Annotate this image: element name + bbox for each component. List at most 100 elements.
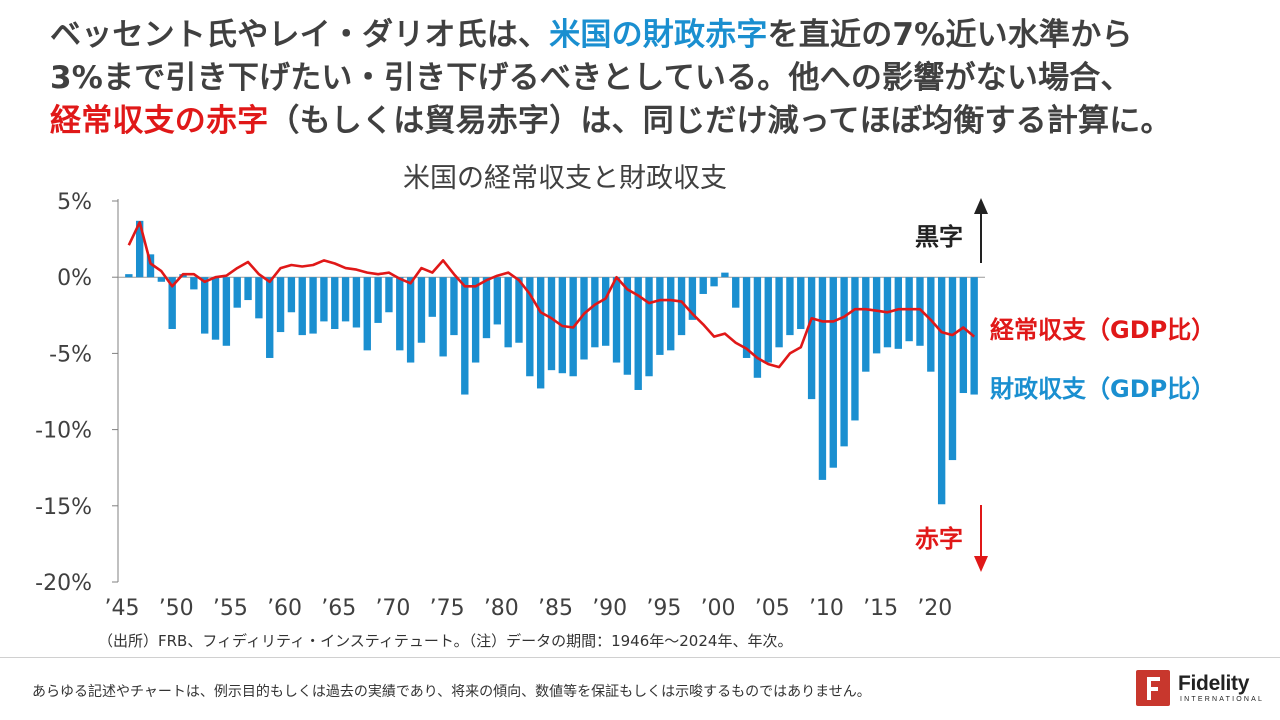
headline-highlight-fiscal-deficit: 米国の財政赤字 (549, 17, 768, 53)
fiscal-balance-bar (937, 277, 946, 505)
fiscal-balance-bar (168, 277, 176, 330)
fiscal-balance-bar (645, 277, 653, 377)
fiscal-balance-bar (374, 277, 382, 323)
x-tick-label: ’50 (159, 596, 194, 621)
fiscal-balance-bar (612, 277, 621, 363)
headline-line-3: 経常収支の赤字（もしくは貿易赤字）は、同じだけ減ってほぼ均衡する計算に。 (50, 100, 1260, 143)
fiscal-balance-bar (428, 277, 436, 317)
headline: ベッセント氏やレイ・ダリオ氏は、米国の財政赤字を直近の7%近い水準から 3%まで… (50, 14, 1260, 143)
fiscal-balance-bar (233, 277, 241, 308)
fiscal-balance-bar (352, 277, 361, 328)
fiscal-balance-bar (677, 277, 686, 336)
headline-text: ベッセント氏やレイ・ダリオ氏は、 (50, 17, 550, 53)
fiscal-balance-bar (287, 277, 296, 313)
chart-title: 米国の経常収支と財政収支 (403, 163, 727, 194)
x-tick-label: ’55 (213, 596, 248, 621)
fiscal-balance-bar (320, 277, 328, 322)
fiscal-balance-bar (656, 277, 664, 355)
fiscal-balance-bar (721, 272, 729, 278)
fiscal-balance-bar (840, 277, 848, 447)
surplus-label: 黒字 (915, 223, 963, 251)
fiscal-balance-bar (417, 277, 426, 343)
fiscal-balance-bar (363, 277, 371, 351)
fiscal-balance-bar (894, 277, 902, 349)
headline-line-1: ベッセント氏やレイ・ダリオ氏は、米国の財政赤字を直近の7%近い水準から (50, 14, 1260, 57)
fiscal-balance-bar (786, 277, 794, 336)
fiscal-balance-bar (309, 277, 317, 334)
x-axis: ’45 ’50 ’55 ’60 ’65 ’70 ’75 ’80 ’85 ’90 ’95 ’00 ’05 ’… (105, 596, 953, 621)
y-tick-label: -15% (35, 495, 92, 520)
y-tick-label: 0% (57, 266, 92, 291)
fiscal-balance-bar (255, 277, 263, 319)
fiscal-balance-bar (710, 277, 718, 287)
fiscal-balance-bar (797, 277, 805, 330)
fiscal-balance-bar (948, 277, 957, 461)
y-tick-label: -5% (49, 342, 92, 367)
fiscal-balance-bar (406, 277, 415, 363)
fiscal-balance-bar (298, 277, 306, 336)
fiscal-balance-bar (515, 277, 523, 343)
y-tick-label: -20% (35, 571, 92, 596)
fiscal-balance-bar (634, 277, 642, 390)
current-account-series-line (127, 221, 976, 369)
fiscal-balance-bar (818, 277, 827, 480)
fiscal-balance-bar (125, 274, 133, 278)
fiscal-balance-bar (211, 277, 220, 340)
fiscal-balance-bar (244, 277, 252, 301)
fiscal-balance-bar (190, 277, 198, 290)
y-tick-label: 5% (57, 190, 92, 215)
fiscal-balance-bar (699, 277, 707, 294)
x-tick-label: ’20 (917, 596, 952, 621)
up-arrow-icon (974, 198, 988, 214)
fiscal-balance-bar (526, 277, 534, 377)
fiscal-balance-bar (591, 277, 599, 348)
fiscal-balance-bar (471, 277, 480, 363)
fiscal-balance-bar (602, 277, 610, 346)
disclaimer: あらゆる記述やチャートは、例示目的もしくは過去の実績であり、将来の傾向、数値等を… (32, 684, 871, 700)
x-tick-label: ’90 (592, 596, 627, 621)
headline-highlight-current-account-deficit: 経常収支の赤字 (50, 103, 269, 139)
legend: 経常収支（GDP比） 財政収支（GDP比） (990, 316, 1215, 403)
fiscal-balance-bar (927, 277, 935, 372)
fiscal-balance-bar (222, 277, 231, 346)
fiscal-balance-bar (450, 277, 458, 336)
fiscal-balance-bar (623, 277, 632, 375)
fiscal-balance-bar (536, 277, 545, 389)
fiscal-balance-bar (157, 277, 166, 282)
x-tick-label: ’80 (484, 596, 519, 621)
logo-wordmark: Fidelity (1178, 672, 1250, 695)
fiscal-balance-bar (851, 277, 859, 421)
fiscal-balance-bar (461, 277, 469, 395)
fiscal-balance-bar (146, 254, 155, 278)
fiscal-balance-bar (439, 277, 447, 357)
fiscal-balance-bar (753, 277, 762, 378)
x-tick-label: ’00 (701, 596, 736, 621)
fiscal-balance-bar (482, 277, 491, 339)
fiscal-balance-bar (385, 277, 393, 313)
fiscal-balance-bar (276, 277, 285, 333)
fiscal-balance-bar (732, 277, 740, 308)
x-tick-label: ’05 (755, 596, 790, 621)
headline-text: （もしくは貿易赤字）は、同じだけ減ってほぼ均衡する計算に。 (268, 103, 1172, 139)
fiscal-balance-bar (667, 277, 675, 351)
x-tick-label: ’85 (538, 596, 573, 621)
fiscal-balance-bar (341, 277, 350, 322)
fiscal-balance-bar (807, 277, 816, 400)
footer-divider (0, 657, 1280, 658)
fiscal-balance-bar (829, 277, 837, 468)
fiscal-balance-bar (872, 277, 881, 354)
source-note: （出所）FRB、フィディリティ・インスティテュート。（注）データの期間：1946… (98, 632, 793, 650)
x-tick-label: ’45 (105, 596, 140, 621)
down-arrow-icon (974, 556, 988, 572)
fiscal-balance-bar (547, 277, 556, 371)
x-tick-label: ’95 (646, 596, 681, 621)
x-tick-label: ’60 (267, 596, 302, 621)
fiscal-balance-bar (135, 220, 144, 278)
fidelity-logo-icon (1136, 670, 1170, 706)
chart: 米国の経常収支と財政収支 5%0%-5%-10%-15%-20% ’45’50’… (35, 163, 1215, 621)
x-tick-label: ’10 (809, 596, 844, 621)
fiscal-balance-bar (916, 277, 924, 346)
fiscal-balance-bar (742, 277, 751, 358)
fiscal-balance-bar (775, 277, 783, 348)
x-tick-label: ’70 (375, 596, 410, 621)
